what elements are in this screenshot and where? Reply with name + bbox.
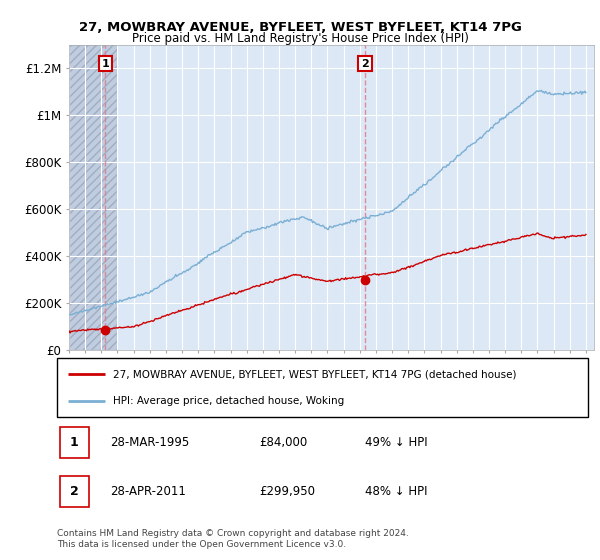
Text: HPI: Average price, detached house, Woking: HPI: Average price, detached house, Woki… — [113, 396, 344, 407]
Text: 27, MOWBRAY AVENUE, BYFLEET, WEST BYFLEET, KT14 7PG (detached house): 27, MOWBRAY AVENUE, BYFLEET, WEST BYFLEE… — [113, 369, 516, 379]
Text: £299,950: £299,950 — [259, 485, 315, 498]
Text: 2: 2 — [361, 59, 369, 68]
Text: Contains HM Land Registry data © Crown copyright and database right 2024.
This d: Contains HM Land Registry data © Crown c… — [57, 529, 409, 549]
FancyBboxPatch shape — [57, 358, 588, 417]
Text: 49% ↓ HPI: 49% ↓ HPI — [365, 436, 428, 449]
Text: 2: 2 — [70, 485, 79, 498]
FancyBboxPatch shape — [59, 427, 89, 458]
Text: 28-APR-2011: 28-APR-2011 — [110, 485, 186, 498]
Text: 1: 1 — [101, 59, 109, 68]
Text: £84,000: £84,000 — [259, 436, 307, 449]
Text: 28-MAR-1995: 28-MAR-1995 — [110, 436, 190, 449]
Text: 48% ↓ HPI: 48% ↓ HPI — [365, 485, 427, 498]
FancyBboxPatch shape — [59, 476, 89, 507]
Text: 1: 1 — [70, 436, 79, 449]
Text: 27, MOWBRAY AVENUE, BYFLEET, WEST BYFLEET, KT14 7PG: 27, MOWBRAY AVENUE, BYFLEET, WEST BYFLEE… — [79, 21, 521, 34]
Text: Price paid vs. HM Land Registry's House Price Index (HPI): Price paid vs. HM Land Registry's House … — [131, 32, 469, 45]
Bar — [69, 45, 118, 350]
